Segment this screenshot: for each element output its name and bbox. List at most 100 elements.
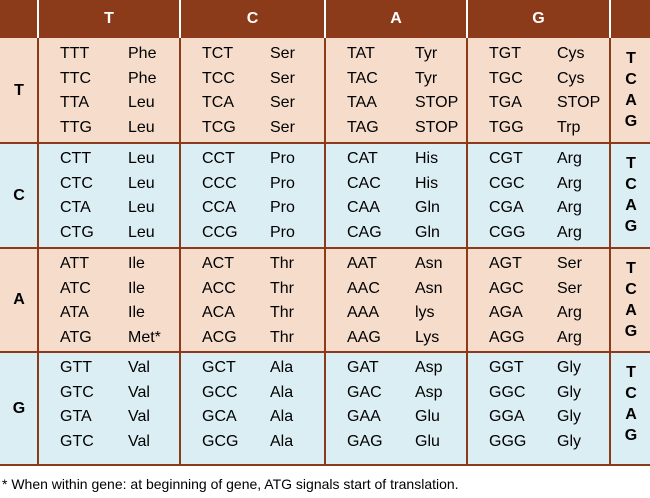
amino-acid: Pro xyxy=(270,223,295,241)
column-header-a: A xyxy=(390,10,402,27)
codon-list: ATT ATC ATA ATG xyxy=(60,252,92,350)
amino-acid: Lys xyxy=(415,328,440,346)
column-header-c: C xyxy=(246,10,259,27)
third-base: G xyxy=(624,113,638,130)
codon: TCA xyxy=(202,94,234,111)
codon: TAG xyxy=(347,118,379,136)
amino-acid: Cys xyxy=(557,69,585,87)
amino-acid-list: Ser Ser Arg Arg xyxy=(557,252,582,350)
codon: GGT xyxy=(489,359,524,376)
amino-acid-list: Ser Ser Ser Ser xyxy=(270,42,295,140)
codon: ACA xyxy=(202,304,235,321)
codon: ACG xyxy=(202,328,237,346)
codon: CGT xyxy=(489,150,523,167)
row-label-c: C xyxy=(13,187,25,204)
codon: CCC xyxy=(202,174,237,192)
table-bottom-border xyxy=(0,464,650,466)
codon: GGA xyxy=(489,408,525,425)
amino-acid: Thr xyxy=(270,328,294,346)
third-base: G xyxy=(624,218,638,235)
codon-list: TCT TCC TCA TCG xyxy=(202,42,236,140)
codon-list: GCT GCC GCA GCG xyxy=(202,356,238,454)
column-header-t: T xyxy=(104,10,114,27)
codon: AGG xyxy=(489,328,525,346)
amino-acid: Leu xyxy=(128,94,155,111)
amino-acid: Ala xyxy=(270,408,294,425)
codon: TGC xyxy=(489,69,523,87)
amino-acid: Thr xyxy=(270,255,294,272)
codon: TTC xyxy=(60,69,92,87)
amino-acid-list: Phe Phe Leu Leu xyxy=(128,42,156,140)
third-base: G xyxy=(624,323,638,340)
codon: AAT xyxy=(347,255,377,272)
codon: CCG xyxy=(202,223,238,241)
codon: AGT xyxy=(489,255,522,272)
codon-list: GAT GAC GAA GAG xyxy=(347,356,383,454)
amino-acid: Cys xyxy=(557,45,585,62)
codon: TTA xyxy=(60,94,90,111)
codon-list: ACT ACC ACA ACG xyxy=(202,252,237,350)
codon: CGA xyxy=(489,199,524,216)
footnote: * When within gene: at beginning of gene… xyxy=(2,476,459,492)
amino-acid: Arg xyxy=(557,328,582,346)
third-base: C xyxy=(625,71,637,88)
amino-acid: Pro xyxy=(270,150,295,167)
amino-acid: Pro xyxy=(270,174,295,192)
amino-acid: Arg xyxy=(557,199,582,216)
codon: CAC xyxy=(347,174,381,192)
third-base: T xyxy=(626,155,636,172)
codon: ACT xyxy=(202,255,234,272)
amino-acid-list: Val Val Val Val xyxy=(128,356,150,454)
amino-acid: His xyxy=(415,150,439,167)
codon: TGA xyxy=(489,94,522,111)
codon: ATG xyxy=(60,328,92,346)
codon: TCC xyxy=(202,69,235,87)
amino-acid: Glu xyxy=(415,408,440,425)
codon-table: T C A G T TTT TTC TTA TTG Phe Phe Leu Leu TCT TCC TCA TC… xyxy=(0,0,650,466)
amino-acid: Met* xyxy=(128,328,161,346)
amino-acid: Asn xyxy=(415,279,443,297)
codon: CCT xyxy=(202,150,235,167)
amino-acid: Ile xyxy=(128,279,145,297)
amino-acid: Val xyxy=(128,359,150,376)
amino-acid: lys xyxy=(415,304,435,321)
codon: TGG xyxy=(489,118,524,136)
amino-acid: Tyr xyxy=(415,45,438,62)
amino-acid-list: Ile Ile Ile Met* xyxy=(128,252,161,350)
codon-list: CCT CCC CCA CCG xyxy=(202,147,238,245)
codon-list: TAT TAC TAA TAG xyxy=(347,42,379,140)
amino-acid: Trp xyxy=(557,118,581,136)
codon: AGA xyxy=(489,304,523,321)
codon: TAC xyxy=(347,69,378,87)
amino-acid: Arg xyxy=(557,304,582,321)
codon: GCG xyxy=(202,432,239,450)
third-base: A xyxy=(625,197,637,214)
codon: ATA xyxy=(60,304,89,321)
amino-acid-list: His His Gln Gln xyxy=(415,147,440,245)
codon: TCT xyxy=(202,45,234,62)
amino-acid: Ser xyxy=(270,45,295,62)
row-label-a: A xyxy=(13,291,25,308)
amino-acid: Gln xyxy=(415,223,440,241)
amino-acid: STOP xyxy=(415,118,459,136)
codon-list: CGT CGC CGA CGG xyxy=(489,147,525,245)
column-divider xyxy=(324,38,326,466)
amino-acid-list: Cys Cys STOP Trp xyxy=(557,42,600,140)
codon: ATC xyxy=(60,279,91,297)
column-header-g: G xyxy=(532,10,545,27)
amino-acid-list: Ala Ala Ala Ala xyxy=(270,356,293,454)
codon: ACC xyxy=(202,279,236,297)
amino-acid: Gly xyxy=(557,408,581,425)
codon: GTC xyxy=(60,383,94,401)
amino-acid: Phe xyxy=(128,45,157,62)
codon: CAA xyxy=(347,199,380,216)
amino-acid: Ser xyxy=(270,69,295,87)
amino-acid: Ser xyxy=(557,279,582,297)
column-divider xyxy=(37,38,39,466)
header-divider xyxy=(37,0,39,38)
amino-acid: Gly xyxy=(557,432,581,450)
third-base: G xyxy=(624,427,638,444)
row-label-t: T xyxy=(14,82,24,99)
